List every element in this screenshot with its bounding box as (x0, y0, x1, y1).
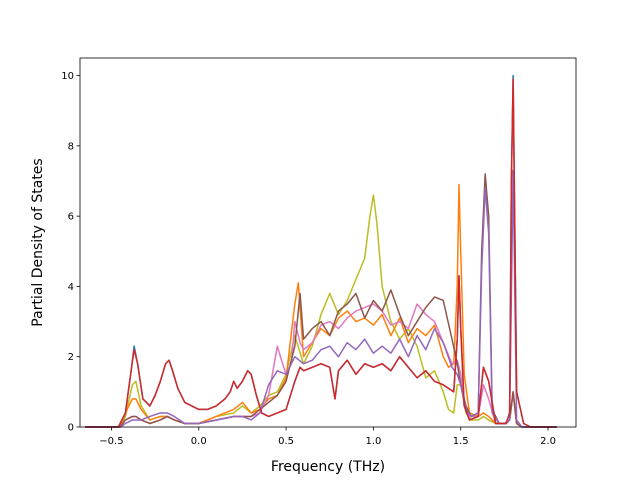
x-tick-label: −0.5 (99, 436, 123, 447)
x-axis-label: Frequency (THz) (271, 459, 385, 475)
plot-frame (79, 57, 577, 428)
y-tick-label: 8 (68, 141, 74, 152)
series-line-5 (85, 169, 557, 428)
y-tick-label: 0 (68, 423, 74, 434)
x-tick-label: 1.0 (365, 436, 381, 447)
y-tick-label: 4 (68, 282, 74, 293)
y-axis-ticks: 0 2 4 6 8 10 (61, 71, 80, 434)
y-tick-label: 2 (68, 352, 74, 363)
x-axis-ticks: −0.5 0.0 0.5 1.0 1.5 2.0 (99, 427, 556, 447)
plot-background (80, 58, 576, 427)
x-tick-label: 0.0 (191, 436, 207, 447)
x-tick-label: 0.5 (278, 436, 294, 447)
series-line-4 (85, 173, 557, 428)
x-tick-label: 1.5 (453, 436, 469, 447)
y-tick-label: 6 (68, 212, 74, 223)
series-layer (85, 74, 557, 428)
x-tick-label: 2.0 (540, 436, 556, 447)
y-axis-label: Partial Density of States (30, 158, 46, 326)
series-line-7 (85, 78, 557, 428)
y-tick-label: 10 (61, 71, 74, 82)
